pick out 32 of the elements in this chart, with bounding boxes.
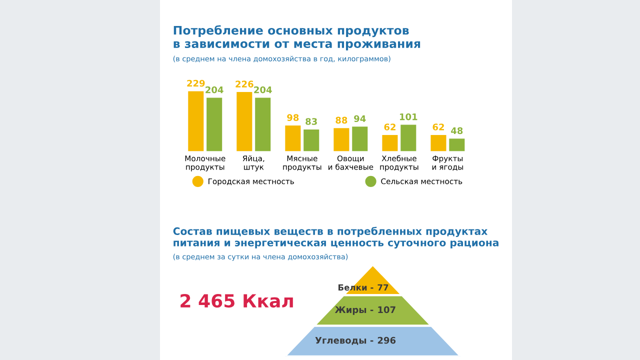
chart-title: Потребление основных продуктов в зависимости от места проживания xyxy=(174,25,420,50)
data-label: 48 xyxy=(451,127,463,134)
bar xyxy=(334,128,350,152)
bar xyxy=(188,91,204,152)
data-label: 98 xyxy=(287,114,299,121)
data-label: 229 xyxy=(187,80,205,87)
bar xyxy=(449,138,465,152)
bar xyxy=(255,98,271,152)
data-label: 101 xyxy=(400,113,418,120)
bar xyxy=(206,98,222,152)
data-label: 88 xyxy=(336,116,348,124)
bar xyxy=(400,124,416,152)
bar xyxy=(352,126,368,152)
data-label: 94 xyxy=(354,115,366,122)
category-label: Углеводы - xyxy=(315,337,374,345)
category-label: Жиры - xyxy=(334,306,374,315)
data-label: 62 xyxy=(384,124,396,130)
bar xyxy=(285,126,301,152)
bar xyxy=(236,92,252,152)
data-label: 296 xyxy=(378,336,396,344)
data-label: 226 xyxy=(236,80,254,88)
data-label: 107 xyxy=(378,306,396,314)
bar xyxy=(382,134,398,152)
data-label: 77 xyxy=(378,284,388,290)
bar xyxy=(304,129,320,152)
data-label: 204 xyxy=(206,86,224,94)
data-label: 83 xyxy=(306,118,317,125)
text: 2 465 Ккал xyxy=(180,294,293,308)
data-label: 62 xyxy=(432,124,444,130)
data-label: 204 xyxy=(254,86,272,94)
bar xyxy=(430,134,446,152)
text: Состав пищевых веществ в потребленных продуктах питания и энергетическая ценность суточного рациона xyxy=(173,226,498,248)
